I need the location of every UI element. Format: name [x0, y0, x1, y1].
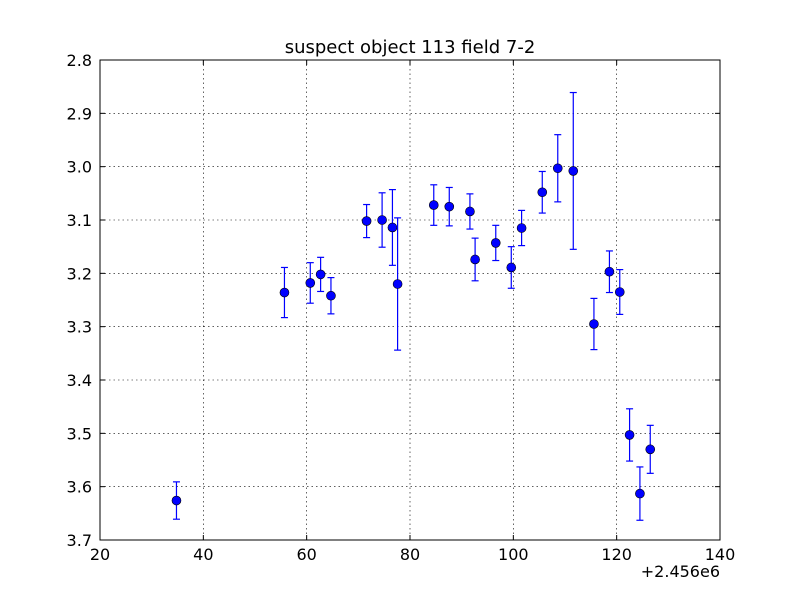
x-tick-label: 60 — [296, 545, 316, 564]
y-tick-label: 3.7 — [67, 531, 92, 550]
x-axis: 20 40 60 80 100 120 140 — [90, 60, 735, 564]
data-point — [387, 222, 398, 233]
x-tick-label: 100 — [498, 545, 529, 564]
data-point — [305, 278, 316, 288]
y-tick-label: 2.8 — [67, 51, 92, 70]
data-point — [428, 200, 439, 210]
data-point — [171, 495, 182, 506]
x-tick-label: 40 — [193, 545, 213, 564]
data-point — [377, 215, 387, 225]
data-point — [361, 216, 372, 226]
data-point — [516, 223, 527, 233]
y-axis: 2.8 2.9 3.0 3.1 3.2 3.3 3.4 3.5 3.6 3.7 — [67, 51, 720, 550]
y-tick-label: 2.9 — [67, 104, 92, 123]
data-point — [624, 430, 635, 440]
y-tick-label: 3.2 — [67, 264, 92, 283]
grid — [100, 60, 720, 540]
data-point — [506, 262, 517, 273]
y-tick-label: 3.5 — [67, 424, 92, 443]
chart-title: suspect object 113 field 7-2 — [285, 37, 536, 58]
data-point — [326, 290, 336, 301]
x-tick-label: 120 — [601, 545, 632, 564]
data-point — [589, 319, 599, 329]
plot-area-frame — [99, 59, 721, 541]
data-point — [568, 166, 579, 176]
x-tick-label: 20 — [90, 545, 110, 564]
x-tick-label: 140 — [705, 545, 736, 564]
data-point — [645, 444, 656, 455]
y-tick-label: 3.3 — [67, 318, 92, 337]
x-tick-label: 80 — [400, 545, 420, 564]
y-tick-label: 3.4 — [67, 371, 92, 390]
data-point — [315, 269, 326, 280]
data-point — [470, 254, 480, 265]
data-point — [444, 201, 455, 212]
data-point — [490, 238, 501, 248]
data-point — [537, 187, 548, 198]
data-point — [465, 206, 475, 217]
x-offset-label: +2.456e6 — [641, 562, 720, 581]
data-point — [635, 488, 645, 499]
data-series — [171, 91, 656, 521]
y-tick-label: 3.6 — [67, 478, 92, 497]
data-point — [614, 287, 625, 297]
data-point — [604, 266, 615, 277]
data-point — [392, 279, 403, 289]
data-point — [552, 163, 563, 174]
y-tick-label: 3.0 — [67, 158, 92, 177]
data-point — [279, 287, 290, 298]
y-tick-label: 3.1 — [67, 211, 92, 230]
